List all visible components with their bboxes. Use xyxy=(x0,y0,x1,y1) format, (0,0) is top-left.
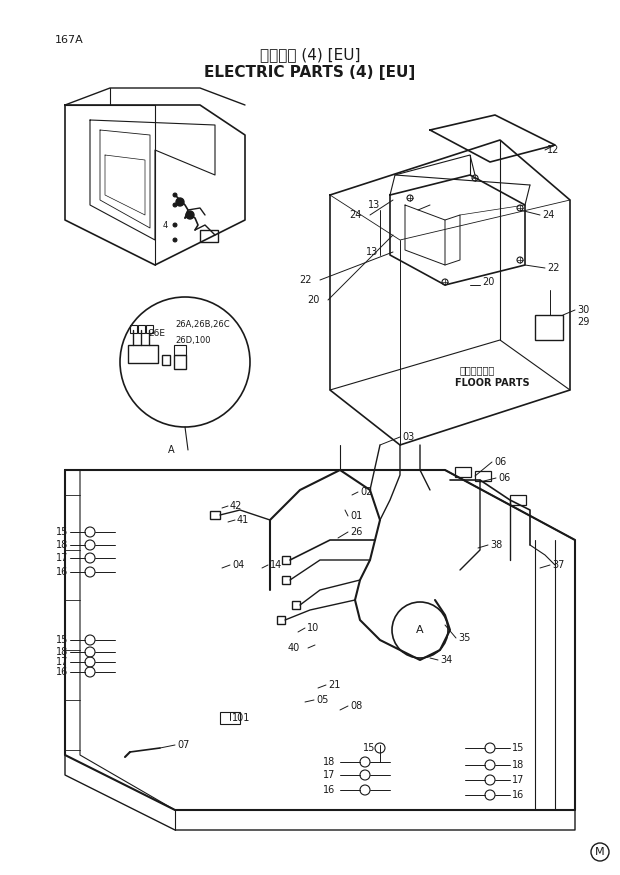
Text: 29: 29 xyxy=(577,317,590,327)
Bar xyxy=(174,355,186,369)
Bar xyxy=(475,471,491,481)
Bar xyxy=(138,325,145,333)
Text: 41: 41 xyxy=(237,515,249,525)
Text: 21: 21 xyxy=(328,680,340,690)
Text: 12: 12 xyxy=(547,145,559,155)
Text: A: A xyxy=(168,445,175,455)
Text: M: M xyxy=(595,847,605,857)
Text: 40: 40 xyxy=(288,643,300,653)
Bar xyxy=(292,601,300,609)
Circle shape xyxy=(173,238,177,242)
Text: 42: 42 xyxy=(230,501,242,511)
Text: 17: 17 xyxy=(512,775,525,785)
Text: 17: 17 xyxy=(322,770,335,780)
Text: A: A xyxy=(416,625,424,635)
Text: 18: 18 xyxy=(323,757,335,767)
Text: 38: 38 xyxy=(490,540,502,550)
Bar xyxy=(277,616,285,624)
Text: 18: 18 xyxy=(56,647,68,657)
Text: 15: 15 xyxy=(363,743,375,753)
Text: 電気部品 (4) [EU]: 電気部品 (4) [EU] xyxy=(260,47,360,62)
Text: フロアパーツ: フロアパーツ xyxy=(460,365,495,375)
Text: 34: 34 xyxy=(440,655,452,665)
Text: 101: 101 xyxy=(232,713,250,723)
Text: 20: 20 xyxy=(308,295,320,305)
Circle shape xyxy=(173,223,177,227)
Bar xyxy=(200,230,218,242)
Text: 14: 14 xyxy=(270,560,282,570)
Text: 16: 16 xyxy=(323,785,335,795)
Text: 26A,26B,26C: 26A,26B,26C xyxy=(175,320,229,330)
Text: 167A: 167A xyxy=(55,35,84,45)
Text: 18: 18 xyxy=(512,760,525,770)
Bar xyxy=(210,511,220,519)
Circle shape xyxy=(176,198,184,206)
Bar xyxy=(174,345,186,355)
Circle shape xyxy=(186,211,194,219)
Bar xyxy=(282,576,290,584)
Text: 15: 15 xyxy=(56,527,68,537)
Text: 05: 05 xyxy=(316,695,329,705)
Text: 06: 06 xyxy=(498,473,510,483)
Text: 20: 20 xyxy=(482,277,494,287)
Text: 18: 18 xyxy=(56,540,68,550)
Text: 04: 04 xyxy=(232,560,244,570)
Text: 03: 03 xyxy=(402,432,414,442)
Text: 26D,100: 26D,100 xyxy=(175,335,211,345)
Bar xyxy=(146,325,153,333)
Bar xyxy=(510,495,526,505)
Text: 35: 35 xyxy=(458,633,471,643)
Text: ELECTRIC PARTS (4) [EU]: ELECTRIC PARTS (4) [EU] xyxy=(205,65,415,80)
Text: 17: 17 xyxy=(56,553,68,563)
Text: 16: 16 xyxy=(56,567,68,577)
Bar xyxy=(128,345,158,363)
Text: 26E: 26E xyxy=(148,328,165,338)
Text: 24: 24 xyxy=(542,210,554,220)
Text: 01: 01 xyxy=(350,511,362,521)
Text: 22: 22 xyxy=(299,275,312,285)
Circle shape xyxy=(173,203,177,207)
Text: 4: 4 xyxy=(163,220,168,229)
Text: 16: 16 xyxy=(512,790,525,800)
Text: 13: 13 xyxy=(366,247,378,257)
Text: 16: 16 xyxy=(56,667,68,677)
Bar xyxy=(535,315,563,340)
Text: 06: 06 xyxy=(494,457,507,467)
Text: 30: 30 xyxy=(577,305,589,315)
Circle shape xyxy=(173,193,177,197)
Text: 07: 07 xyxy=(177,740,189,750)
Bar xyxy=(282,556,290,564)
Text: 26: 26 xyxy=(350,527,362,537)
Text: 10: 10 xyxy=(307,623,319,633)
Bar xyxy=(455,467,471,477)
Text: 15: 15 xyxy=(56,635,68,645)
Bar xyxy=(162,355,170,365)
Text: 08: 08 xyxy=(350,701,362,711)
Text: 22: 22 xyxy=(547,263,559,273)
Bar xyxy=(220,712,240,724)
Text: 17: 17 xyxy=(56,657,68,667)
Text: 13: 13 xyxy=(368,200,380,210)
Text: 24: 24 xyxy=(350,210,362,220)
Text: FLOOR PARTS: FLOOR PARTS xyxy=(455,378,529,388)
Text: 15: 15 xyxy=(512,743,525,753)
Text: 37: 37 xyxy=(552,560,564,570)
Bar xyxy=(130,325,137,333)
Text: 02: 02 xyxy=(360,487,373,497)
